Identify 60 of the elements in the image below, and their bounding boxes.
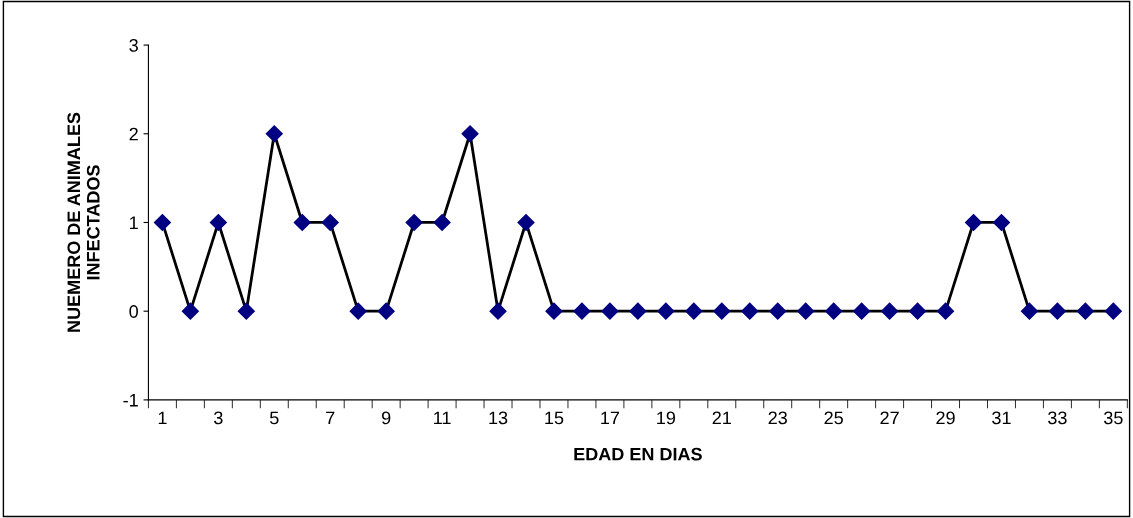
x-tick-label: 27 <box>880 411 899 425</box>
x-tick-label: 19 <box>657 411 676 425</box>
point <box>1104 302 1122 320</box>
point <box>992 213 1011 232</box>
point <box>181 302 199 320</box>
point <box>517 213 535 232</box>
x-tick-label: 23 <box>768 411 787 425</box>
x-tick-label: 9 <box>381 411 391 425</box>
x-tick-label: 31 <box>992 411 1011 425</box>
x-tick-label: 5 <box>269 411 279 425</box>
point <box>713 302 731 320</box>
point <box>237 302 255 320</box>
point <box>321 213 339 232</box>
x-tick-label: 11 <box>434 411 451 425</box>
x-tick-label: 29 <box>936 411 955 425</box>
y-tick-label: 1 <box>130 216 138 230</box>
x-tick-label: 3 <box>214 411 223 425</box>
y-tick-label: 0 <box>129 305 138 318</box>
point <box>349 302 367 320</box>
point <box>629 302 647 320</box>
x-tick-label: 35 <box>1104 411 1123 425</box>
x-tick-label: 33 <box>1048 411 1067 425</box>
point <box>741 302 759 320</box>
point <box>601 302 619 320</box>
point <box>1020 302 1038 320</box>
point <box>405 213 423 232</box>
point <box>769 302 787 320</box>
point <box>909 302 927 320</box>
point <box>853 302 871 320</box>
x-tick-label: 25 <box>824 411 843 425</box>
point <box>265 125 283 143</box>
point <box>881 302 899 320</box>
point <box>1048 302 1066 320</box>
point <box>825 302 843 320</box>
point <box>657 302 675 320</box>
point <box>964 213 983 232</box>
point <box>433 213 451 232</box>
y-axis-title: NUEMERO DE ANIMALES INFECTADOS <box>67 112 100 332</box>
x-tick-label: 7 <box>326 411 335 425</box>
point <box>461 125 479 143</box>
point <box>797 302 815 320</box>
point <box>293 213 311 232</box>
point <box>573 302 591 320</box>
point <box>489 302 507 320</box>
x-tick-label: 17 <box>601 411 620 425</box>
x-tick-label: 15 <box>545 411 564 425</box>
point <box>545 302 563 320</box>
y-tick-label: 2 <box>129 127 138 141</box>
point <box>377 302 395 320</box>
y-tick-label: 3 <box>129 39 138 52</box>
point <box>936 302 955 320</box>
point <box>153 213 171 232</box>
x-tick-label: 21 <box>712 411 731 425</box>
x-axis-title: EDAD EN DIAS <box>574 447 702 461</box>
y-tick-label: -1 <box>123 394 138 407</box>
point <box>1076 302 1094 320</box>
x-tick-label: 13 <box>489 411 508 425</box>
point <box>685 302 703 320</box>
point <box>209 213 227 232</box>
x-tick-label: 1 <box>158 411 167 425</box>
